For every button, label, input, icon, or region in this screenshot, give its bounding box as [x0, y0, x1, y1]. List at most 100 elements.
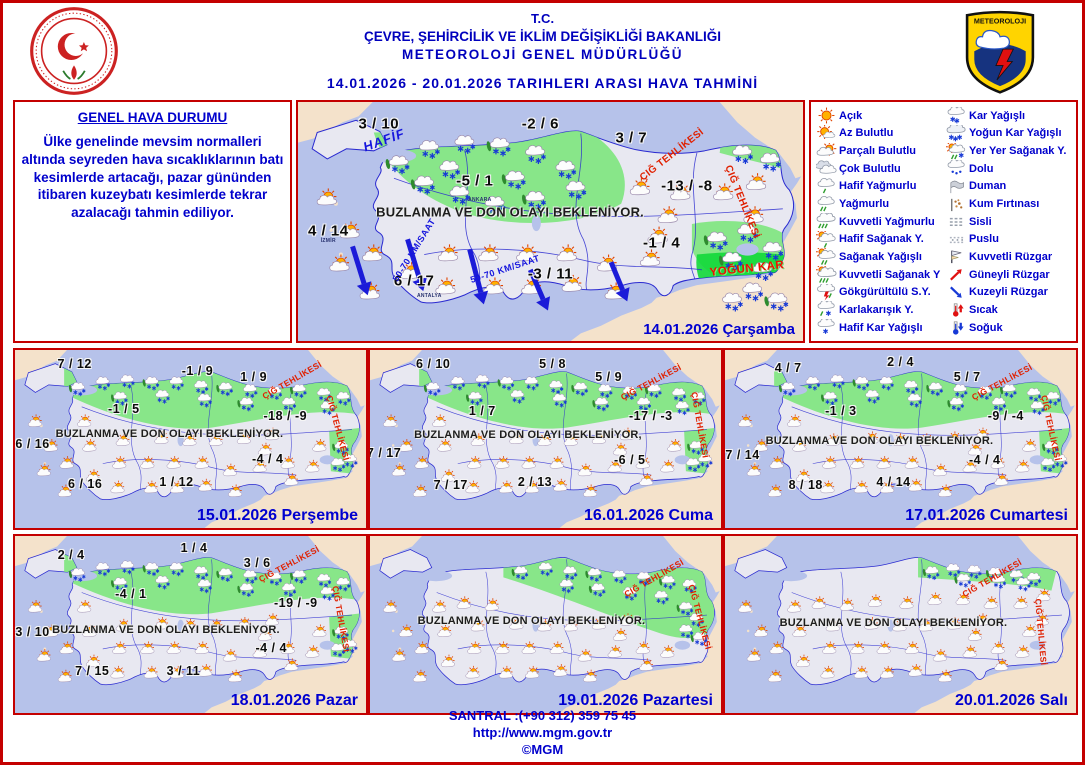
- snow-cloud-icon: [343, 639, 358, 654]
- sun-cloud-icon: [932, 648, 947, 662]
- legend-item: Kar Yağışlı: [946, 107, 1074, 125]
- sun-cloud-icon: [198, 664, 213, 677]
- snow-cloud-icon: [120, 560, 135, 575]
- sun-cloud-icon: [467, 456, 482, 469]
- snow-cloud-icon: [267, 385, 283, 400]
- sun-cloud-icon: [115, 618, 130, 632]
- snow-cloud-icon: [764, 292, 789, 312]
- wind-arrow-icon: [467, 248, 489, 305]
- clouds-icon: [816, 160, 837, 177]
- sun-cloud-icon: [899, 596, 914, 609]
- legend-label: Yağmurlu: [839, 198, 890, 211]
- sun-cloud-icon: [967, 628, 982, 641]
- sun-cloud-icon: [892, 433, 907, 446]
- sun-cloud-icon: [140, 641, 155, 654]
- snow-cloud-icon: [953, 384, 968, 399]
- snow-cloud-icon: [336, 577, 351, 592]
- footer-copyright: ©MGM: [521, 741, 564, 757]
- sun-cloud-icon: [85, 469, 100, 482]
- sun-cloud-icon: [85, 654, 100, 668]
- legend-column-1: Açık Az Bulutlu Parçalı Bulutlu Çok Bulutlu…: [816, 107, 944, 339]
- sun-cloud-icon: [329, 254, 350, 272]
- map-date-label: 18.01.2026 Pazar: [230, 692, 358, 709]
- general-weather-title: GENEL HAVA DURUMU: [77, 110, 228, 125]
- sun-cloud-icon: [577, 463, 592, 477]
- sun-cloud-icon: [470, 433, 485, 446]
- sun-cloud-icon: [398, 624, 413, 637]
- legend-item: Kuvvetli Rüzgar: [946, 248, 1074, 266]
- sun-cloud-icon: [553, 664, 568, 677]
- snow-cloud-icon: [111, 577, 128, 592]
- map-date-label: 20.01.2026 Salı: [955, 692, 1068, 709]
- sun-cloud-icon: [362, 244, 383, 262]
- snow-cloud-icon: [685, 457, 701, 472]
- map-monday: BUZLANMA VE DON OLAYI BEKLENİYOR. ÇIĞ TEH…: [368, 534, 723, 715]
- snow-cloud-icon: [332, 440, 349, 455]
- sun-cloud-icon: [738, 414, 752, 427]
- legend-item: Kum Fırtınası: [946, 195, 1074, 213]
- sun-cloud-icon: [537, 618, 552, 632]
- snow-cloud-icon: [450, 376, 466, 391]
- snow-cloud-icon: [563, 566, 578, 581]
- snow-cloud-icon: [169, 562, 184, 577]
- sun-cloud-icon: [743, 206, 764, 224]
- sun-cloud-icon: [932, 463, 947, 477]
- sun-cloud-icon: [876, 456, 891, 469]
- wind-arrow-icon: [350, 245, 372, 296]
- wind-arrow-icon: [608, 261, 630, 302]
- header-ministry: ÇEVRE, ŞEHİRCİLİK VE İKLİM DEĞİŞİKLİĞİ B…: [363, 29, 722, 44]
- sun-cloud-icon: [264, 427, 279, 441]
- sun-cloud-icon: [612, 628, 627, 641]
- header-date-range: 14.01.2026 - 20.01.2026 TARIHLERI ARASI …: [326, 75, 759, 91]
- turkey-map: [370, 536, 721, 713]
- snow-cloud-icon: [682, 579, 697, 594]
- snow-cloud-icon: [332, 626, 349, 641]
- legend-item: Kuvvetli Yağmurlu: [816, 213, 944, 231]
- sun-cloud-icon: [811, 596, 826, 609]
- snow-cloud-icon: [967, 564, 982, 579]
- snow-cloud-icon: [622, 385, 638, 400]
- snow-cloud-icon: [760, 152, 781, 172]
- sun-cloud-icon: [994, 658, 1009, 671]
- legend-label: Kuvvetli Yağmurlu: [839, 215, 935, 228]
- sun-cloud-icon: [667, 439, 682, 452]
- snow-cloud-icon: [290, 569, 307, 584]
- snow-cloud-icon: [237, 397, 254, 412]
- snow-cloud-icon: [281, 583, 297, 598]
- snow-cloud-icon: [511, 566, 529, 581]
- snow-cloud-icon: [243, 569, 258, 584]
- sun-cloud-icon: [115, 433, 130, 446]
- sun-cloud-icon: [918, 618, 933, 632]
- legend-label: Kar Yağışlı: [969, 109, 1026, 122]
- snow-cloud-icon: [330, 457, 346, 472]
- sun-cloud-icon: [967, 442, 982, 456]
- sun-cloud-icon: [591, 431, 606, 444]
- sun-cloud-icon: [908, 664, 923, 677]
- sun-cloud-icon: [305, 459, 320, 473]
- snow-cloud-icon: [588, 583, 606, 598]
- snow-cloud-icon: [612, 569, 627, 584]
- snow-cloud-icon: [1040, 457, 1056, 472]
- sun-cloud-icon: [904, 456, 919, 469]
- snow-cloud-icon: [142, 376, 160, 391]
- snow-cloud-icon: [907, 393, 922, 408]
- legend-item: Sisli: [946, 213, 1074, 231]
- sun-cloud-icon: [990, 641, 1005, 654]
- legend-label: Kuvvetli Sağanak Y: [839, 268, 941, 281]
- snow-cloud-icon: [243, 384, 258, 399]
- snow-cloud-icon: [947, 397, 964, 412]
- heavy-rain-icon: [816, 213, 837, 230]
- sun-cloud-icon: [143, 665, 158, 679]
- sun-cloud-icon: [795, 654, 810, 668]
- legend-label: Yoğun Kar Yağışlı: [969, 127, 1062, 140]
- sun-cloud-icon: [228, 669, 243, 683]
- footer-url: http://www.mgm.gov.tr: [472, 724, 613, 740]
- snow-cloud-icon: [410, 175, 435, 195]
- snow-cloud-icon: [977, 385, 993, 400]
- snow-cloud-icon: [671, 387, 687, 402]
- legend-label: Hafif Kar Yağışlı: [839, 321, 923, 334]
- south-wind-arrow-icon: [946, 266, 967, 283]
- legend-label: Kuvvetli Rüzgar: [969, 250, 1053, 263]
- snow-cloud-icon: [522, 190, 546, 210]
